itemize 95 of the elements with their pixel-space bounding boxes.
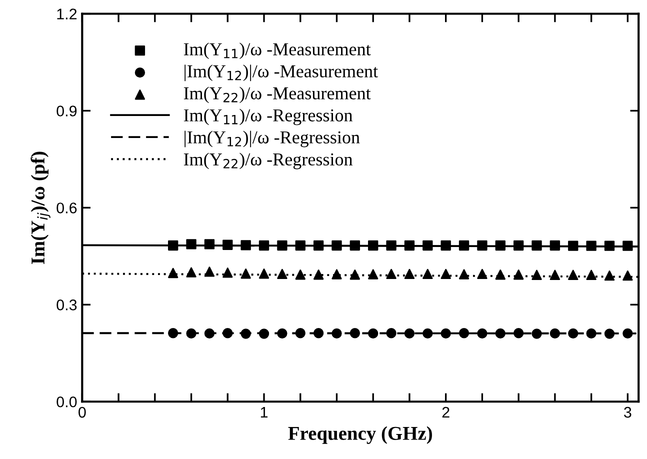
x-tick-label: 3 [624, 406, 632, 418]
point [350, 240, 360, 251]
point [550, 328, 560, 339]
point [622, 270, 633, 281]
point [513, 240, 524, 251]
point [332, 328, 342, 339]
point [532, 270, 542, 280]
point [440, 240, 451, 251]
point [222, 268, 233, 278]
point [386, 268, 396, 280]
point [277, 328, 288, 339]
point [204, 239, 215, 250]
point [350, 328, 360, 338]
point [404, 240, 415, 251]
point [458, 328, 470, 338]
legend-label: Im(Y$_{11}$)/ω -Measurement [184, 42, 371, 60]
x-axis-title: Frequency (GHz) [288, 426, 432, 444]
point [622, 240, 633, 251]
point [477, 240, 488, 251]
point [295, 328, 306, 338]
point [568, 328, 578, 339]
point [495, 328, 506, 339]
y-tick-label: 1.2 [57, 8, 77, 20]
point [458, 240, 470, 251]
legend-label: |Im(Y$_{12}$)|/ω -Measurement [184, 64, 378, 82]
point [277, 268, 288, 280]
point [240, 240, 251, 250]
point [313, 328, 324, 338]
x-tick-label: 1 [260, 407, 268, 418]
point [532, 328, 542, 339]
point [604, 240, 615, 251]
point [550, 270, 560, 280]
y-axis-title: Im(Y$_{ij}$)/ω (pf) [30, 152, 50, 264]
point [222, 240, 233, 250]
point [495, 240, 506, 251]
y-tick-label: 0.0 [56, 396, 77, 408]
point [332, 240, 342, 251]
point [586, 240, 596, 251]
point [295, 240, 306, 251]
point [404, 268, 415, 280]
y-tick-label: 0.6 [56, 202, 77, 214]
legend-label: |Im(Y$_{12}$)|/ω -Regression [184, 130, 360, 148]
point [458, 269, 470, 280]
point [368, 240, 378, 251]
point [513, 328, 524, 338]
point [350, 270, 360, 280]
point [313, 240, 324, 251]
y-tick-label: 0.9 [56, 106, 77, 116]
point [586, 328, 596, 339]
point [240, 268, 251, 279]
point [204, 328, 215, 339]
legend-label: Im(Y$_{22}$)/ω -Regression [184, 152, 353, 170]
point [186, 239, 196, 250]
point [386, 328, 396, 338]
point [422, 240, 433, 251]
point [204, 266, 215, 277]
point [168, 240, 178, 251]
point [550, 240, 560, 251]
point [604, 270, 615, 281]
point [440, 328, 451, 339]
point [404, 328, 415, 339]
point [240, 328, 251, 339]
legend-label: Im(Y$_{22}$)/ω -Measurement [184, 86, 371, 104]
point [568, 240, 578, 251]
point [313, 270, 324, 280]
point [622, 328, 633, 339]
point [422, 328, 433, 339]
point [440, 268, 451, 280]
legend-label: Im(Y$_{11}$)/ω -Regression [184, 108, 353, 126]
point [258, 328, 270, 339]
x-tick-label: 2 [442, 406, 450, 418]
point [168, 268, 178, 278]
point [604, 328, 615, 339]
point [477, 328, 488, 339]
point [295, 270, 306, 280]
point [186, 328, 196, 339]
point [258, 268, 270, 279]
point [386, 240, 396, 251]
point [568, 270, 578, 280]
point [186, 267, 196, 278]
point [168, 328, 178, 338]
point [422, 268, 433, 280]
point [368, 328, 378, 339]
point [332, 269, 342, 280]
point [222, 328, 233, 338]
x-tick-label: 0 [78, 406, 86, 418]
y-tick-label: 0.3 [56, 300, 77, 310]
point [532, 240, 542, 251]
point [258, 240, 270, 251]
point [277, 240, 288, 251]
point [368, 269, 378, 280]
point [513, 270, 524, 280]
point [495, 270, 506, 280]
point [477, 268, 488, 280]
point [586, 270, 596, 280]
